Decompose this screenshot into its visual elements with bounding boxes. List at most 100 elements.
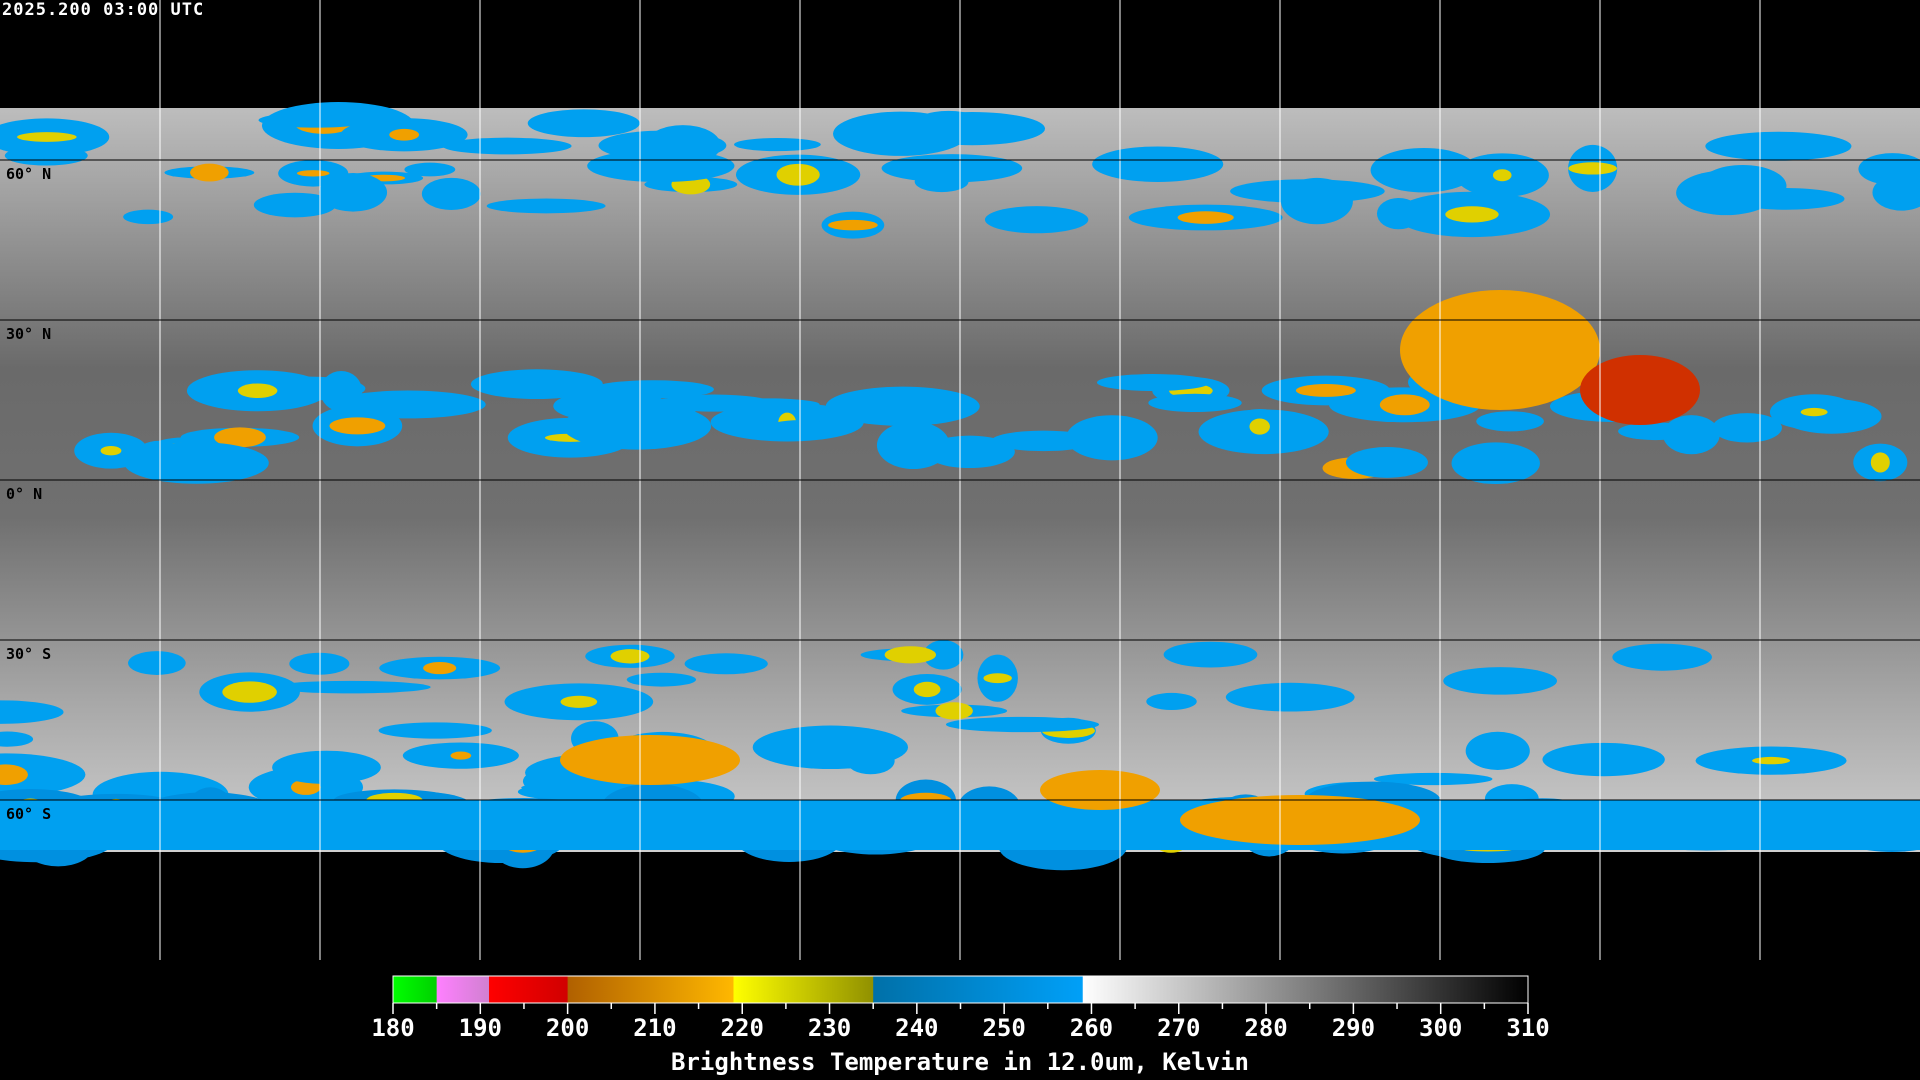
colorbar: 180 190 200 210 220 230 240 250 260 270 280 290 300 3…: [371, 975, 1550, 1042]
cold-cloud: [734, 137, 821, 152]
colorbar-tick-label: 270: [1157, 1014, 1200, 1042]
deep-cloud: [1752, 756, 1791, 765]
colorbar-segment: [873, 976, 1084, 1003]
deep-cloud: [296, 170, 330, 177]
colorbar-tick-label: 230: [808, 1014, 851, 1042]
colorbar-tick-label: 180: [371, 1014, 414, 1042]
cold-cloud: [876, 421, 950, 470]
cold-cloud: [1373, 772, 1493, 786]
cold-cloud: [1345, 447, 1428, 478]
deep-cloud: [884, 646, 936, 664]
cold-cloud: [1092, 146, 1224, 182]
cold-cloud: [684, 653, 768, 675]
colorbar-segment: [436, 976, 490, 1003]
cold-cloud: [442, 137, 572, 155]
colorbar-segment: [489, 976, 569, 1003]
cold-cloud: [990, 430, 1097, 452]
deep-cloud: [610, 649, 650, 664]
colorbar-segments: [393, 976, 1529, 1003]
deep-cloud: [560, 735, 740, 785]
colorbar-tick-label: 300: [1419, 1014, 1462, 1042]
cold-cloud: [911, 110, 986, 141]
cold-cloud: [1705, 131, 1852, 161]
cold-cloud: [1699, 164, 1787, 207]
cold-cloud: [1662, 415, 1720, 455]
colorbar-tick-label: 310: [1506, 1014, 1549, 1042]
cold-cloud: [0, 731, 34, 747]
cold-cloud: [486, 198, 606, 214]
cold-cloud: [1376, 197, 1421, 230]
deep-cloud: [450, 751, 472, 760]
deep-cloud: [17, 132, 77, 142]
satellite-map: [0, 0, 1920, 960]
cold-cloud: [945, 716, 1100, 733]
deep-cloud: [1870, 452, 1890, 473]
cold-cloud: [1066, 415, 1158, 461]
deep-cloud: [1295, 384, 1356, 397]
deep-cloud: [190, 163, 229, 182]
colorbar-tick-label: 240: [895, 1014, 938, 1042]
cold-cloud: [0, 700, 64, 724]
cold-cloud: [0, 753, 86, 796]
deep-cloud: [776, 163, 820, 186]
deep-cloud: [1040, 770, 1160, 810]
deep-cloud: [935, 702, 973, 720]
cold-cloud: [598, 130, 727, 161]
cold-cloud: [527, 109, 640, 138]
cold-cloud: [123, 209, 174, 225]
deep-cloud: [983, 673, 1012, 684]
cold-cloud: [1096, 374, 1211, 391]
deep-cloud: [1492, 169, 1512, 182]
colorbar-tick-label: 260: [1070, 1014, 1113, 1042]
deep-cloud: [1177, 211, 1234, 224]
colorbar-ticks: 180 190 200 210 220 230 240 250 260 270 280 290 300 3…: [371, 1003, 1550, 1042]
cold-cloud: [1872, 174, 1920, 211]
cold-cloud: [657, 394, 772, 412]
cold-cloud: [881, 154, 1023, 183]
cold-cloud: [421, 177, 481, 211]
cold-cloud: [846, 747, 895, 775]
colorbar-segment: [733, 976, 874, 1003]
deep-cloud: [1180, 795, 1420, 845]
deep-cloud: [1400, 290, 1600, 410]
colorbar-segment: [393, 976, 438, 1003]
cold-cloud: [253, 192, 336, 218]
deep-cloud: [1800, 407, 1828, 417]
deep-cloud: [560, 695, 598, 708]
cold-cloud: [1712, 413, 1782, 443]
cold-cloud: [1163, 641, 1258, 668]
colorbar-segment: [1082, 976, 1529, 1003]
cold-cloud: [404, 162, 456, 177]
deep-cloud: [389, 128, 420, 141]
cold-cloud: [825, 386, 980, 426]
deep-cloud: [100, 446, 122, 456]
cold-cloud: [1542, 742, 1665, 777]
colorbar-tick-label: 190: [459, 1014, 502, 1042]
lat-lon-grid: [0, 0, 1920, 960]
lat-label: 30° N: [6, 325, 52, 343]
colorbar-tick-label: 290: [1332, 1014, 1375, 1042]
cold-cloud: [470, 369, 603, 400]
lat-label: 30° S: [6, 645, 52, 663]
deep-cloud: [1379, 394, 1430, 416]
colorbar-segment: [567, 976, 734, 1003]
colorbar-tick-label: 250: [982, 1014, 1025, 1042]
cold-cloud: [562, 402, 712, 450]
cold-cloud: [1451, 442, 1540, 485]
deep-cloud: [214, 427, 266, 448]
colorbar-tick-label: 200: [546, 1014, 589, 1042]
cold-cloud: [1146, 692, 1197, 711]
cold-cloud: [378, 722, 492, 739]
cold-cloud: [1225, 682, 1355, 712]
cold-cloud: [984, 206, 1089, 234]
colorbar-tick-label: 220: [721, 1014, 764, 1042]
deep-cloud: [423, 661, 457, 675]
cold-cloud: [626, 672, 697, 687]
cold-cloud: [1465, 731, 1530, 770]
cold-cloud: [128, 651, 186, 675]
cold-cloud: [289, 652, 350, 675]
deep-cloud: [237, 383, 278, 399]
lat-label: 0° N: [6, 485, 43, 503]
very-cold-cloud: [1580, 355, 1700, 425]
deep-cloud: [222, 681, 277, 703]
